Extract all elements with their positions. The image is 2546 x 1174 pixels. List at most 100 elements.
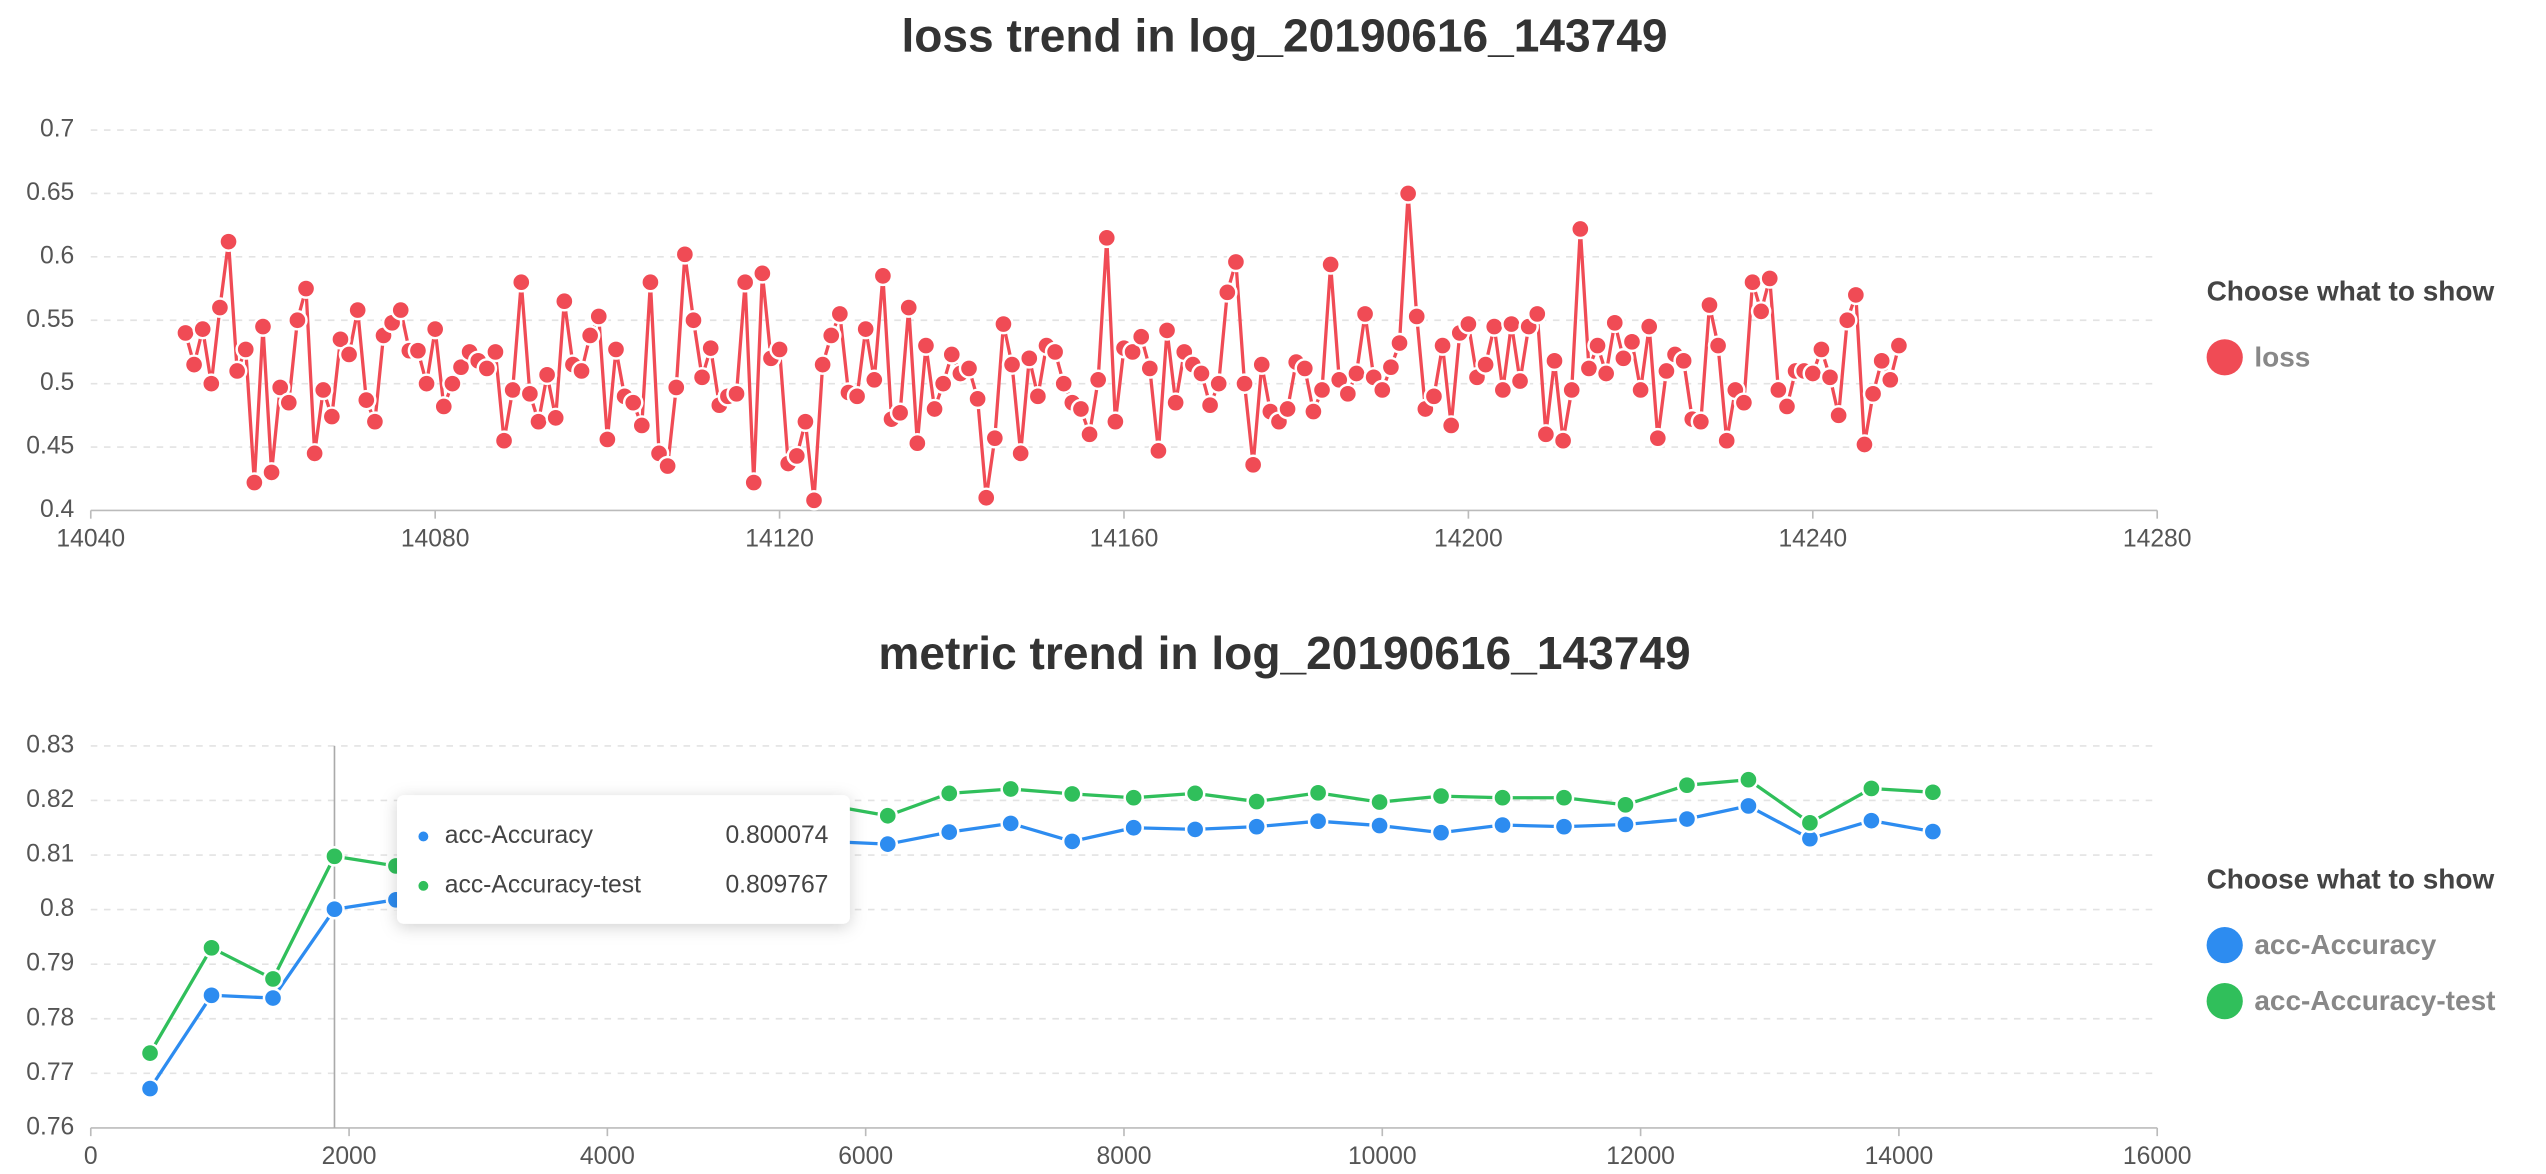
point (1001, 354, 1023, 375)
point (1759, 268, 1781, 289)
tooltip-marker (418, 831, 429, 842)
point (1246, 816, 1267, 837)
point (139, 1078, 161, 1099)
point (407, 340, 429, 361)
point (1346, 363, 1367, 384)
point (442, 373, 463, 394)
point (938, 821, 960, 843)
y-tick-label: 0.65 (26, 179, 74, 206)
point (877, 805, 899, 827)
point (924, 398, 945, 420)
point (877, 833, 899, 855)
point (1475, 354, 1496, 375)
point (1389, 332, 1410, 354)
y-tick-label: 0.7 (40, 116, 74, 143)
y-tick-label: 0.79 (26, 950, 74, 977)
point (1509, 370, 1531, 392)
point (1440, 415, 1462, 436)
point (1199, 394, 1221, 416)
tooltip-marker (418, 880, 429, 891)
point (536, 364, 558, 386)
point (485, 341, 506, 363)
point (975, 487, 997, 509)
point (1217, 282, 1238, 303)
point (347, 299, 368, 321)
x-tick-label: 14160 (1090, 526, 1159, 553)
point (1595, 363, 1617, 384)
x-tick-label: 14080 (401, 526, 470, 553)
point (183, 354, 205, 375)
point (1371, 379, 1393, 401)
point (1879, 369, 1901, 391)
point (1492, 787, 1513, 809)
point (1861, 810, 1882, 831)
point (898, 297, 920, 318)
x-tick-label: 8000 (1097, 1143, 1152, 1170)
point (579, 325, 601, 346)
point (588, 306, 610, 327)
y-tick-label: 0.78 (26, 1004, 74, 1031)
point (984, 427, 1006, 449)
tooltip-value: 0.809767 (725, 871, 828, 898)
point (1483, 316, 1505, 337)
x-tick-label: 14120 (745, 526, 814, 553)
point (734, 271, 756, 293)
point (769, 339, 790, 360)
legend-title: Choose what to show (2207, 275, 2495, 306)
y-tick-label: 0.8 (40, 895, 74, 922)
point (1690, 411, 1712, 432)
point (907, 432, 928, 454)
legend-label: acc-Accuracy (2254, 929, 2436, 960)
point (1552, 430, 1574, 451)
point (510, 271, 532, 293)
point (1294, 358, 1316, 379)
point (1819, 367, 1841, 388)
point (1432, 335, 1453, 356)
point (1044, 341, 1066, 363)
point (1578, 358, 1600, 379)
point (1922, 821, 1944, 842)
point (1553, 787, 1575, 809)
point (545, 407, 567, 429)
legend-label: loss (2254, 341, 2310, 372)
tooltip-name: acc-Accuracy (445, 822, 594, 849)
point (287, 309, 308, 331)
point (416, 373, 437, 394)
point (1053, 373, 1075, 394)
point (1010, 443, 1031, 464)
point (1613, 348, 1634, 369)
point (1615, 794, 1636, 816)
point (1307, 782, 1329, 804)
y-tick-label: 0.81 (26, 841, 74, 868)
point (683, 309, 704, 331)
point (1570, 218, 1591, 240)
point (803, 490, 825, 511)
point (476, 358, 498, 379)
point (1871, 350, 1892, 372)
point (691, 367, 713, 388)
x-tick-label: 4000 (580, 1143, 635, 1170)
point (1369, 815, 1390, 836)
point (752, 263, 773, 284)
point (1123, 787, 1144, 809)
point (1676, 808, 1698, 830)
point (1750, 301, 1772, 322)
point (235, 339, 257, 360)
point (321, 406, 343, 427)
point (1544, 350, 1565, 372)
point (640, 271, 661, 293)
point (1027, 386, 1049, 407)
point (1423, 386, 1445, 407)
point (1354, 303, 1376, 325)
legend-title: Choose what to show (2207, 863, 2495, 894)
point (1862, 383, 1884, 405)
point (295, 278, 317, 299)
point (1733, 392, 1755, 413)
point (1656, 360, 1677, 382)
x-tick-label: 14280 (2123, 526, 2192, 553)
point (1699, 294, 1720, 316)
point (201, 373, 222, 394)
point (1191, 363, 1212, 384)
point (175, 322, 196, 344)
